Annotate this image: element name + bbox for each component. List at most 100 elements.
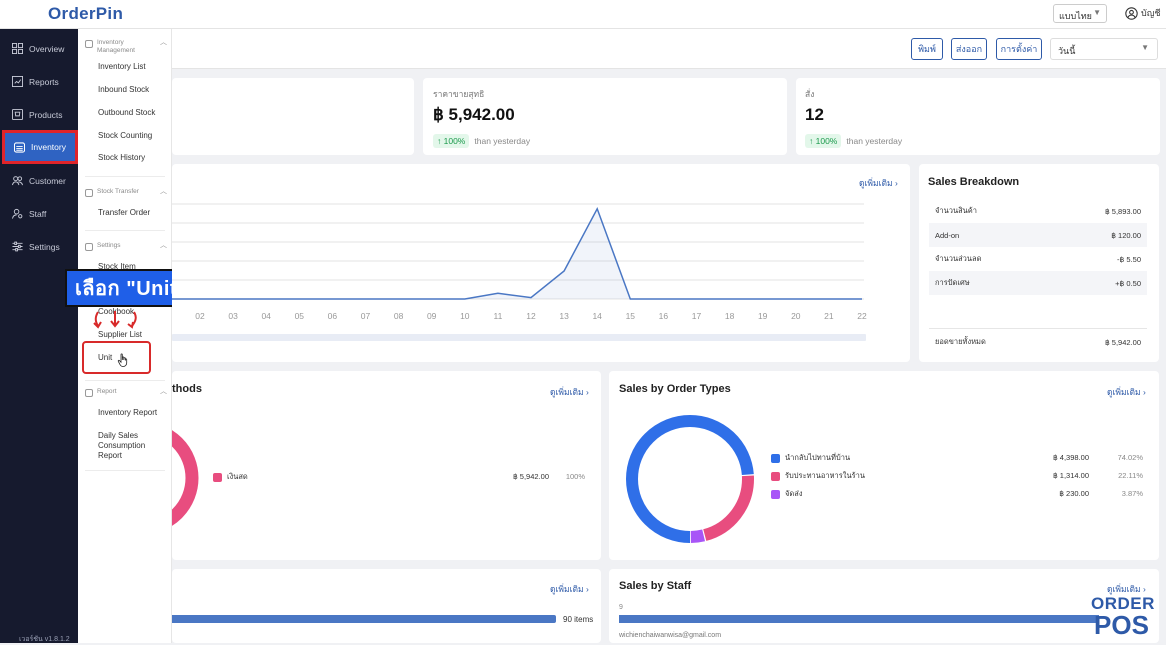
submenu-inbound-stock[interactable]: Inbound Stock [98, 85, 150, 94]
submenu-cookbook[interactable]: Cookbook [98, 307, 135, 316]
breakdown-row: จำนวนส่วนลด -฿ 5.50 [929, 247, 1147, 271]
items-bar [172, 615, 556, 623]
staff-icon [12, 208, 23, 219]
left-nav: Overview Reports Products Inventory Cust… [0, 29, 78, 643]
submenu-unit[interactable]: Unit [82, 341, 151, 374]
x-tick-label: 18 [725, 311, 735, 321]
row-label: Add-on [935, 230, 960, 240]
hand-cursor-icon [117, 353, 128, 367]
x-tick-label: 22 [857, 311, 867, 321]
row-value: ฿ 5,893.00 [1104, 206, 1141, 216]
print-button[interactable]: พิมพ์ [911, 38, 943, 60]
view-more-label: ดูเพิ่มเติม [550, 387, 584, 397]
transfer-icon [85, 189, 93, 197]
top-bar: OrderPin แบบไทย ▼ บัญชี [0, 0, 1166, 29]
card-title: Sales by Staff [619, 580, 692, 592]
row-value: +฿ 0.50 [1115, 278, 1141, 288]
view-more-link[interactable]: ดูเพิ่มเติม › [1107, 387, 1146, 397]
x-tick-label: 02 [195, 311, 205, 321]
date-range-select[interactable]: วันนี้ ▼ [1050, 38, 1158, 60]
x-tick-label: 14 [592, 311, 602, 321]
view-more-label: ดูเพิ่มเติม [550, 584, 584, 594]
kpi-card-net-sales: ราคาขายสุทธิ ฿ 5,942.00 ↑ 100% than yeste… [423, 78, 787, 155]
submenu-inventory-list[interactable]: Inventory List [98, 62, 146, 71]
nav-staff[interactable]: Staff [6, 200, 76, 227]
row-value: -฿ 5.50 [1117, 254, 1141, 264]
user-icon [1125, 6, 1138, 20]
nav-label: Staff [29, 208, 47, 219]
sales-chart-card: ดูเพิ่มเติม › 02 03 04 05 06 07 08 09 10 11 12 13 14… [172, 164, 910, 362]
order-types-card: Sales by Order Types ดูเพิ่มเติม › นำกลั… [609, 371, 1159, 560]
nav-reports[interactable]: Reports [6, 68, 76, 95]
settings-button[interactable]: การตั้งค่า [996, 38, 1042, 60]
report-icon [85, 389, 93, 397]
section-title: Report [97, 388, 117, 395]
view-more-label: ดูเพิ่มเติม [859, 178, 893, 188]
legend-swatch [771, 453, 780, 463]
nav-settings[interactable]: Settings [6, 233, 76, 260]
kpi-card-orders: สั่ง 12 ↑ 100% than yesterday [796, 78, 1160, 155]
x-tick-label: 10 [460, 311, 470, 321]
view-more-link[interactable]: ดูเพิ่มเติม › [550, 584, 589, 594]
legend-item: รับประทานอาหารในร้าน [771, 470, 865, 482]
x-tick-label: 19 [758, 311, 768, 321]
submenu-stock-item[interactable]: Stock Item [98, 262, 136, 271]
warehouse-icon [14, 141, 25, 153]
legend-percent: 3.87% [1121, 489, 1143, 498]
submenu-transfer-order[interactable]: Transfer Order [98, 208, 151, 217]
chevron-up-icon: ︿ [160, 242, 167, 249]
kpi-delta: ↑ 100% than yesterday [805, 134, 902, 148]
range-slider[interactable] [172, 334, 866, 341]
breakdown-row: จำนวนสินค้า ฿ 5,893.00 [929, 199, 1147, 223]
box-icon [12, 109, 23, 120]
view-more-label: ดูเพิ่มเติม [1107, 387, 1141, 397]
section-title: Stock Transfer [97, 188, 139, 195]
card-title: Sales Breakdown [928, 176, 1020, 188]
items-bar-label: 90 items [563, 615, 594, 624]
donut-slice-cash [172, 430, 199, 526]
account-label: บัญชี [1141, 8, 1161, 18]
export-button[interactable]: ส่งออก [951, 38, 987, 60]
legend-swatch [771, 489, 780, 499]
chevron-up-icon: ︿ [160, 188, 167, 195]
x-tick-label: 04 [261, 311, 271, 321]
nav-label: Reports [29, 76, 59, 87]
legend-item: เงินสด [213, 471, 248, 483]
card-title: thods [172, 383, 202, 395]
nav-products[interactable]: Products [6, 101, 76, 128]
x-tick-label: 06 [328, 311, 338, 321]
submenu-daily-sales-consumption-report[interactable]: Daily Sales Consumption Report [98, 431, 146, 460]
view-more-link[interactable]: ดูเพิ่มเติม › [1107, 584, 1146, 594]
submenu-outbound-stock[interactable]: Outbound Stock [98, 108, 156, 117]
divider [85, 380, 165, 381]
row-label: จำนวนสินค้า [935, 206, 978, 215]
x-tick-label: 05 [295, 311, 305, 321]
submenu-stock-history[interactable]: Stock History [98, 153, 146, 162]
submenu-inventory-report[interactable]: Inventory Report [98, 408, 158, 417]
divider [85, 230, 165, 231]
delta-value: 100% [443, 136, 466, 146]
x-tick-label: 08 [394, 311, 404, 321]
app-logo[interactable]: OrderPin [48, 4, 124, 23]
view-more-link[interactable]: ดูเพิ่มเติม › [859, 178, 898, 188]
nav-inventory[interactable]: Inventory [2, 130, 78, 164]
report-icon [12, 76, 23, 87]
legend-swatch [213, 472, 222, 482]
view-more-link[interactable]: ดูเพิ่มเติม › [550, 387, 589, 397]
submenu-stock-counting[interactable]: Stock Counting [98, 131, 153, 140]
breakdown-row: Add-on ฿ 120.00 [929, 223, 1147, 247]
language-select[interactable]: แบบไทย ▼ [1053, 4, 1107, 23]
nav-label: Products [29, 109, 63, 120]
language-value: แบบไทย [1059, 11, 1092, 21]
nav-overview[interactable]: Overview [6, 35, 76, 62]
kpi-label: สั่ง [805, 89, 815, 99]
section-inventory-management[interactable]: Inventory Management ︿ [85, 39, 167, 55]
section-stock-transfer[interactable]: Stock Transfer ︿ [85, 188, 167, 197]
gear-icon [85, 243, 93, 251]
section-settings[interactable]: Settings ︿ [85, 242, 167, 251]
section-report[interactable]: Report ︿ [85, 388, 167, 397]
account-menu[interactable]: บัญชี [1125, 6, 1161, 20]
nav-customer[interactable]: Customer [6, 167, 76, 194]
legend-swatch [771, 471, 780, 481]
submenu-supplier-list[interactable]: Supplier List [98, 330, 143, 339]
